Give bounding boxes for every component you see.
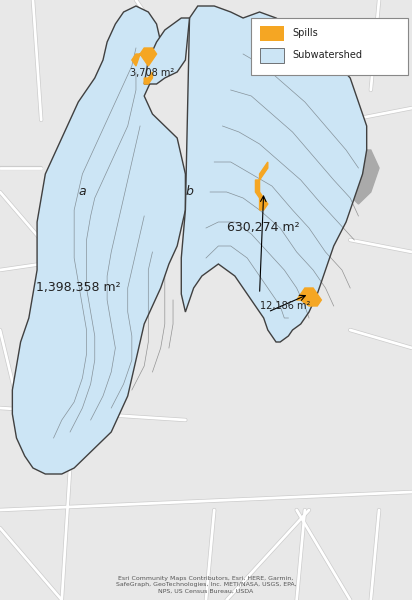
Polygon shape bbox=[12, 6, 185, 474]
Polygon shape bbox=[144, 72, 152, 84]
Text: b: b bbox=[185, 185, 194, 199]
Polygon shape bbox=[255, 162, 268, 210]
Bar bbox=[260, 26, 284, 41]
Text: 12,186 m²: 12,186 m² bbox=[260, 301, 310, 311]
Polygon shape bbox=[144, 18, 190, 84]
Text: Spills: Spills bbox=[293, 28, 318, 38]
Text: Esri Community Maps Contributors, Esri, HERE, Garmin,
SafeGraph, GeoTechnologies: Esri Community Maps Contributors, Esri, … bbox=[116, 576, 296, 594]
Polygon shape bbox=[132, 48, 157, 66]
Text: Subwatershed: Subwatershed bbox=[293, 50, 363, 60]
Polygon shape bbox=[297, 288, 321, 306]
FancyBboxPatch shape bbox=[251, 18, 408, 75]
Text: a: a bbox=[79, 185, 86, 199]
Polygon shape bbox=[181, 6, 367, 342]
Polygon shape bbox=[342, 150, 379, 204]
Text: 3,708 m²: 3,708 m² bbox=[130, 68, 175, 78]
Text: 630,274 m²: 630,274 m² bbox=[227, 221, 300, 235]
Text: 1,398,358 m²: 1,398,358 m² bbox=[36, 281, 121, 295]
Bar bbox=[260, 48, 284, 63]
